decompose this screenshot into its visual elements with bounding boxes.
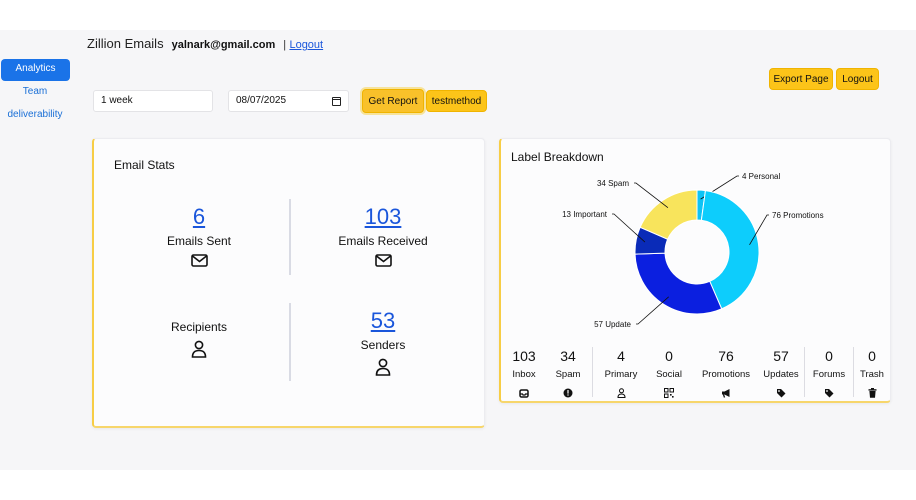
emails-received-label: Emails Received bbox=[338, 234, 428, 248]
period-value: 1 week bbox=[101, 95, 133, 106]
primary-count: 4 bbox=[617, 348, 625, 364]
label-col-inbox[interactable]: 103 Inbox bbox=[507, 347, 541, 398]
envelope-icon bbox=[374, 254, 392, 272]
trash-label: Trash bbox=[860, 369, 884, 380]
label-breakdown-card: Label Breakdown 4 Personal 76 Promotions 5… bbox=[499, 138, 891, 403]
inbox-label: Inbox bbox=[512, 369, 536, 380]
donut-slice-update[interactable] bbox=[634, 252, 723, 315]
donut-slice-promotions[interactable] bbox=[700, 190, 760, 310]
envelope-icon bbox=[190, 254, 208, 272]
leader-line-update bbox=[636, 296, 669, 325]
label-separator bbox=[592, 347, 593, 397]
donut-label-important: 13 Important bbox=[562, 210, 608, 219]
social-label: Social bbox=[656, 369, 682, 380]
forums-label: Forums bbox=[812, 369, 846, 380]
emails-sent-count[interactable]: 6 bbox=[192, 204, 206, 229]
donut-label-update: 57 Update bbox=[594, 320, 631, 329]
period-input[interactable]: 1 week bbox=[93, 90, 213, 112]
label-counts-row: 103 Inbox 34 Spam 4 Primary 0 Social 76 … bbox=[507, 347, 887, 398]
inbox-icon bbox=[507, 385, 541, 398]
export-page-button[interactable]: Export Page bbox=[769, 68, 833, 90]
sidebar-item-team[interactable]: Team bbox=[22, 86, 48, 97]
primary-label: Primary bbox=[604, 369, 638, 380]
spam-count: 34 bbox=[560, 348, 576, 364]
label-col-social[interactable]: 0 Social bbox=[649, 347, 689, 398]
trash-icon bbox=[857, 385, 887, 398]
label-separator bbox=[853, 347, 854, 397]
label-donut-chart: 4 Personal 76 Promotions 57 Update 13 Impor… bbox=[562, 172, 824, 329]
header-separator: | bbox=[283, 39, 287, 51]
tag-icon bbox=[761, 385, 801, 398]
leader-line-important bbox=[612, 213, 646, 243]
date-input[interactable]: 08/07/2025 bbox=[228, 90, 349, 112]
label-col-primary[interactable]: 4 Primary bbox=[598, 347, 644, 398]
sidebar-item-analytics[interactable]: Analytics bbox=[1, 59, 70, 81]
label-col-updates[interactable]: 57 Updates bbox=[761, 347, 801, 398]
promotions-count: 76 bbox=[718, 348, 734, 364]
label-col-spam[interactable]: 34 Spam bbox=[551, 347, 585, 398]
stat-senders: 53 Senders bbox=[293, 307, 473, 381]
label-col-trash[interactable]: 0 Trash bbox=[857, 347, 887, 398]
sidebar-item-deliverability[interactable]: deliverability bbox=[7, 109, 63, 120]
social-count: 0 bbox=[665, 348, 673, 364]
alert-circle-icon bbox=[551, 385, 585, 398]
stat-recipients: Recipients bbox=[109, 317, 289, 363]
spam-label: Spam bbox=[555, 369, 581, 380]
email-stats-card: Email Stats 6 Emails Sent 103 Emails Rec… bbox=[92, 138, 485, 428]
leader-line-personal bbox=[700, 175, 739, 200]
label-separator bbox=[804, 347, 805, 397]
emails-sent-label: Emails Sent bbox=[166, 234, 232, 248]
get-report-button[interactable]: Get Report bbox=[362, 89, 424, 113]
app-title: Zillion Emails bbox=[87, 36, 164, 51]
inbox-count: 103 bbox=[512, 348, 536, 364]
date-value: 08/07/2025 bbox=[236, 95, 287, 106]
person-icon bbox=[191, 340, 207, 363]
tag-icon bbox=[809, 385, 849, 398]
updates-count: 57 bbox=[773, 348, 789, 364]
calendar-icon[interactable] bbox=[332, 96, 341, 106]
user-email: yalnark@gmail.com bbox=[171, 39, 276, 51]
donut-slice-spam[interactable] bbox=[639, 189, 698, 240]
qr-icon bbox=[649, 385, 689, 398]
stats-divider-bottom bbox=[289, 303, 291, 381]
donut-label-spam: 34 Spam bbox=[597, 179, 629, 188]
updates-label: Updates bbox=[763, 369, 799, 380]
leader-line-promotions bbox=[749, 214, 769, 245]
email-stats-title: Email Stats bbox=[114, 158, 175, 172]
stat-emails-sent: 6 Emails Sent bbox=[109, 203, 289, 272]
senders-label: Senders bbox=[360, 338, 406, 352]
leader-line-spam bbox=[634, 182, 669, 208]
label-col-promotions[interactable]: 76 Promotions bbox=[696, 347, 756, 398]
promotions-label: Promotions bbox=[701, 369, 751, 380]
donut-label-promotions: 76 Promotions bbox=[772, 211, 824, 220]
person-icon bbox=[598, 385, 644, 398]
person-icon bbox=[375, 358, 391, 381]
emails-received-count[interactable]: 103 bbox=[364, 204, 402, 229]
megaphone-icon bbox=[696, 385, 756, 398]
stat-emails-received: 103 Emails Received bbox=[293, 203, 473, 272]
header-bar: Zillion Emails yalnark@gmail.com | Logou… bbox=[87, 36, 323, 51]
stats-divider-top bbox=[289, 199, 291, 275]
trash-count: 0 bbox=[868, 348, 876, 364]
label-breakdown-title: Label Breakdown bbox=[511, 150, 604, 164]
logout-link[interactable]: Logout bbox=[289, 39, 324, 51]
logout-button[interactable]: Logout bbox=[836, 68, 879, 90]
recipients-label: Recipients bbox=[170, 320, 228, 334]
label-col-forums[interactable]: 0 Forums bbox=[809, 347, 849, 398]
testmethod-button[interactable]: testmethod bbox=[426, 90, 487, 112]
sidebar: Analytics Team deliverability bbox=[0, 59, 70, 128]
donut-label-personal: 4 Personal bbox=[742, 172, 780, 181]
forums-count: 0 bbox=[825, 348, 833, 364]
senders-count[interactable]: 53 bbox=[370, 308, 396, 333]
